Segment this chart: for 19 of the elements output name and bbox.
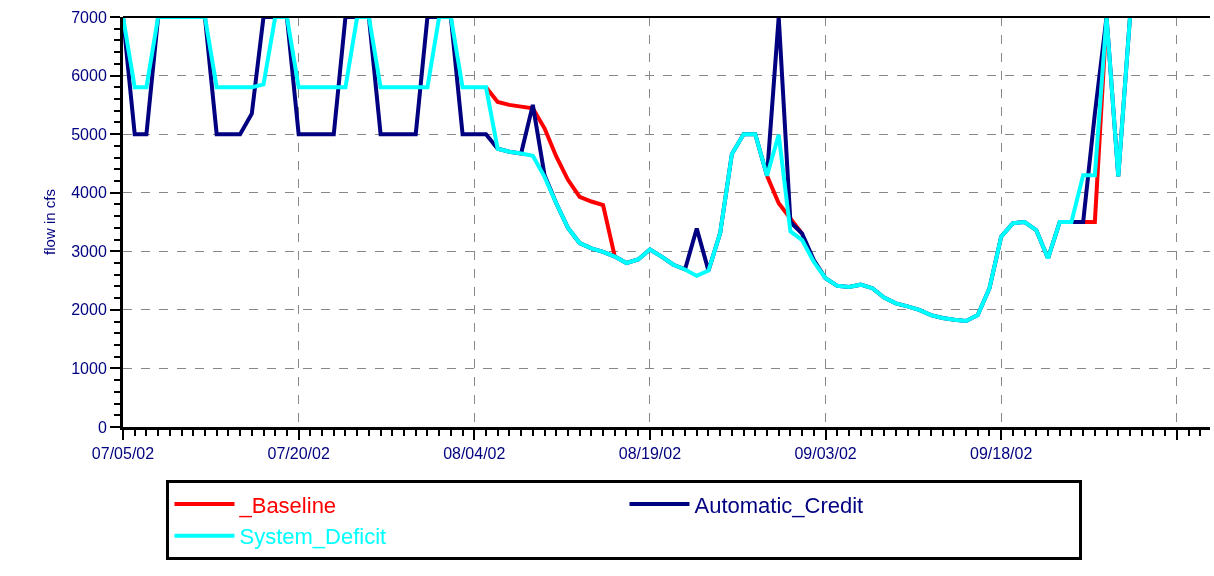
y-tick-label: 7000 bbox=[71, 8, 107, 26]
x-tick-label: 08/04/02 bbox=[443, 445, 506, 463]
y-tick-label: 3000 bbox=[71, 242, 107, 260]
line-series bbox=[123, 17, 1132, 323]
legend-label: Automatic_Credit bbox=[694, 492, 864, 518]
x-tick-label: 09/03/02 bbox=[794, 445, 857, 463]
x-tick-label: 07/05/02 bbox=[91, 445, 155, 463]
y-tick-label: 5000 bbox=[71, 125, 107, 143]
x-tick-label: 08/19/02 bbox=[618, 445, 682, 463]
y-tick-label: 1000 bbox=[71, 360, 107, 378]
y-tick-label: 4000 bbox=[71, 184, 107, 202]
x-tick-label: 07/20/02 bbox=[267, 445, 330, 463]
y-axis-title: flow in cfs bbox=[41, 189, 59, 255]
y-tick-label: 0 bbox=[97, 418, 107, 436]
y-tick-label: 2000 bbox=[71, 301, 107, 319]
y-tick-label: 6000 bbox=[71, 67, 107, 85]
legend-label: _Baseline bbox=[238, 492, 337, 518]
legend-label: System_Deficit bbox=[239, 524, 387, 550]
x-tick-label: 09/18/02 bbox=[970, 445, 1033, 463]
